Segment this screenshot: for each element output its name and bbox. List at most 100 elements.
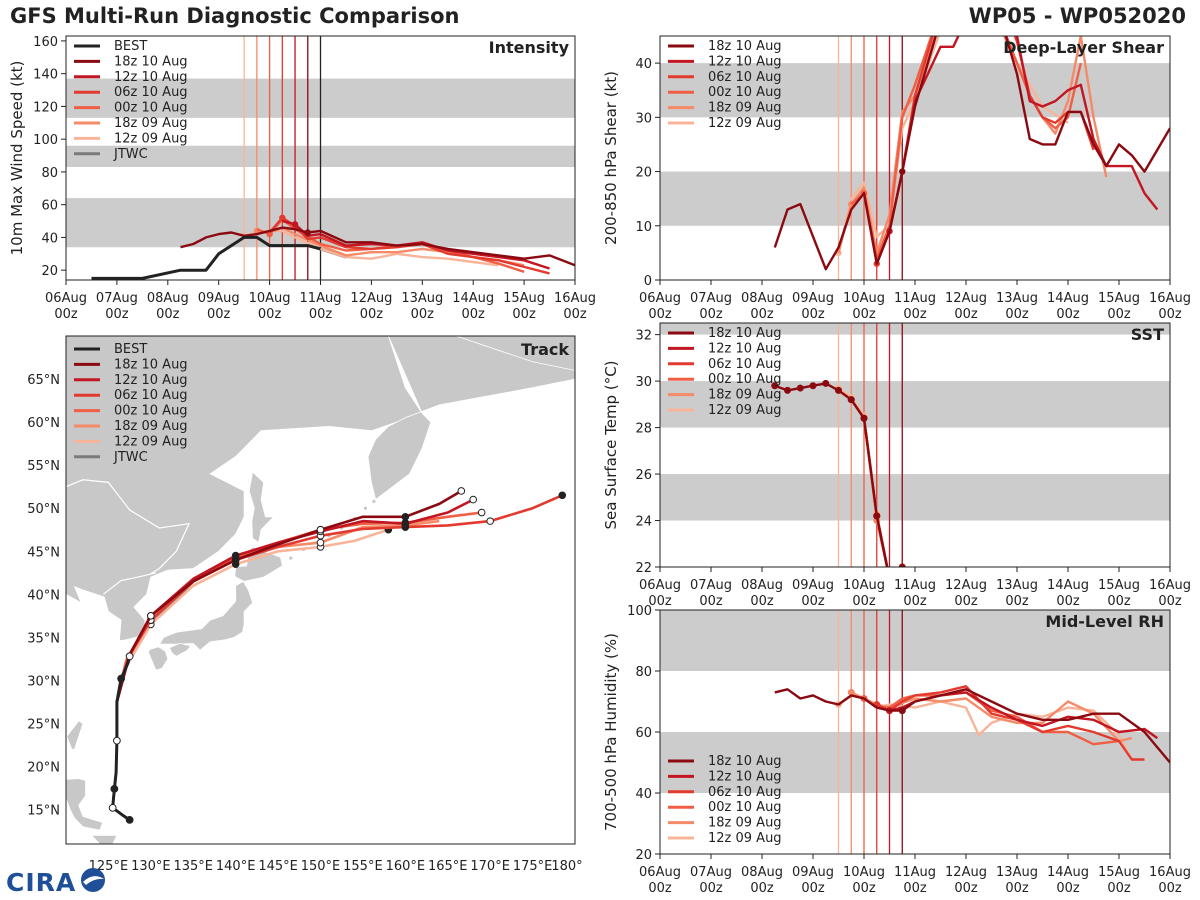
intensity-plot-area	[66, 36, 575, 280]
intensity-xtick-label: 00z	[156, 307, 180, 322]
sst-ylabel: Sea Surface Temp (°C)	[602, 360, 620, 529]
rh-legend-label: 00z 10 Aug	[708, 800, 782, 815]
track-legend-label: 18z 10 Aug	[114, 357, 188, 372]
shear-xtick-label: 00z	[954, 307, 978, 322]
shear-series-line	[773, 36, 1170, 271]
sst-series-point	[886, 575, 893, 582]
sst-legend-label: 00z 10 Aug	[708, 372, 782, 387]
sst-series-point	[771, 382, 779, 390]
rh-title: Mid-Level RH	[1045, 612, 1164, 631]
rh-xtick-label: 00z	[903, 881, 927, 896]
shear-xtick-label: 07Aug	[690, 291, 732, 306]
intensity-xtick-label: 08Aug	[147, 291, 189, 306]
sst-xtick-label: 14Aug	[1047, 578, 1089, 593]
rh-xtick-label: 00z	[750, 881, 774, 896]
track-position-marker	[469, 495, 478, 504]
asia-landmass	[66, 336, 423, 642]
track-panel: 125°E 130°E 135°E 140°E 145°E 150°E 155°E 160°E…	[27, 335, 583, 874]
rh-init-point	[847, 688, 855, 696]
intensity-xtick-label: 00z	[462, 307, 486, 322]
rh-xtick-label: 00z	[801, 881, 825, 896]
track-lon-label: 150°E	[301, 859, 341, 874]
track-lon-label: 165°E	[428, 859, 468, 874]
sst-series-point	[886, 575, 893, 582]
shear-xtick-label: 00z	[903, 307, 927, 322]
sst-ytick-label: 24	[635, 515, 652, 530]
intensity-init-point	[279, 214, 286, 221]
shear-xtick-label: 14Aug	[1047, 291, 1089, 306]
sst-series-point	[886, 575, 893, 582]
rh-ytick-label: 40	[635, 787, 652, 802]
sst-xtick-label: 00z	[954, 594, 978, 609]
intensity-xtick-label: 00z	[360, 307, 384, 322]
rh-band	[660, 732, 1170, 793]
intensity-legend-label: 18z 10 Aug	[114, 54, 188, 69]
intensity-xtick-label: 15Aug	[503, 291, 545, 306]
rh-xtick-label: 11Aug	[894, 865, 936, 880]
cira-logo: CIRA	[6, 868, 105, 896]
intensity-init-point	[291, 221, 299, 228]
intensity-xtick-label: 00z	[309, 307, 333, 322]
intensity-xtick-label: 13Aug	[401, 291, 443, 306]
shear-xtick-label: 00z	[852, 307, 876, 322]
rh-series-line	[774, 688, 1170, 764]
sst-xtick-label: 07Aug	[690, 578, 732, 593]
track-lat-label: 20°N	[27, 761, 60, 776]
track-legend-label: 18z 09 Aug	[114, 419, 188, 434]
shear-legend-label: 12z 09 Aug	[708, 116, 782, 131]
chukotka-landmass	[456, 336, 575, 371]
rh-xtick-label: 14Aug	[1047, 865, 1089, 880]
luzon-landmass	[66, 778, 104, 831]
track-title: Track	[521, 340, 569, 359]
cira-logo-swirl-icon	[83, 876, 104, 885]
rh-xtick-label: 00z	[1056, 881, 1080, 896]
sst-xtick-label: 09Aug	[792, 578, 834, 593]
shear-ytick-label: 20	[635, 166, 652, 181]
shear-xtick-label: 00z	[801, 307, 825, 322]
shear-title: Deep-Layer Shear	[1003, 38, 1164, 57]
shear-xtick-label: 06Aug	[639, 291, 681, 306]
shear-xtick-label: 00z	[648, 307, 672, 322]
sst-ytick-label: 30	[635, 375, 652, 390]
shear-xtick-label: 11Aug	[894, 291, 936, 306]
rh-panel: 2040608010006Aug00z07Aug00z08Aug00z09Aug…	[602, 604, 1191, 896]
intensity-xtick-label: 14Aug	[452, 291, 494, 306]
intensity-ytick-label: 80	[41, 166, 58, 181]
sst-xtick-label: 00z	[1005, 594, 1029, 609]
track-lat-label: 50°N	[27, 502, 60, 517]
intensity-xtick-label: 00z	[512, 307, 536, 322]
rh-xtick-label: 06Aug	[639, 865, 681, 880]
sst-ytick-label: 28	[635, 422, 652, 437]
rh-legend-label: 06z 10 Aug	[708, 785, 782, 800]
intensity-xtick-label: 06Aug	[45, 291, 87, 306]
sst-panel: 22242628303206Aug00z07Aug00z08Aug00z09Au…	[602, 322, 1191, 609]
honshu-landmass	[158, 580, 254, 651]
rh-xtick-label: 12Aug	[945, 865, 987, 880]
kyushu-landmass	[147, 646, 169, 671]
intensity-ytick-label: 20	[41, 264, 58, 279]
shear-panel: 01020304006Aug00z07Aug00z08Aug00z09Aug00…	[602, 35, 1191, 322]
intensity-legend-label: JTWC	[113, 147, 148, 162]
best-track-marker	[108, 803, 117, 812]
rh-band	[660, 610, 1170, 671]
kuril-island	[363, 506, 368, 510]
sst-xtick-label: 00z	[852, 594, 876, 609]
shear-ytick-label: 0	[644, 274, 652, 289]
sst-legend-label: 06z 10 Aug	[708, 357, 782, 372]
shear-xtick-label: 00z	[750, 307, 774, 322]
sst-series-point	[835, 386, 842, 394]
sst-series-point	[886, 575, 893, 582]
intensity-ytick-label: 120	[33, 100, 58, 115]
intensity-ytick-label: 160	[33, 35, 58, 50]
intensity-xtick-label: 10Aug	[249, 291, 291, 306]
sst-band	[660, 381, 1170, 428]
rh-xtick-label: 08Aug	[741, 865, 783, 880]
sst-ytick-label: 26	[635, 468, 652, 483]
intensity-init-point	[266, 230, 273, 238]
rh-xtick-label: 16Aug	[1149, 865, 1191, 880]
sst-series-point	[796, 384, 804, 392]
intensity-ytick-label: 100	[33, 133, 58, 148]
sst-xtick-label: 13Aug	[996, 578, 1038, 593]
shear-init-point	[899, 168, 906, 175]
